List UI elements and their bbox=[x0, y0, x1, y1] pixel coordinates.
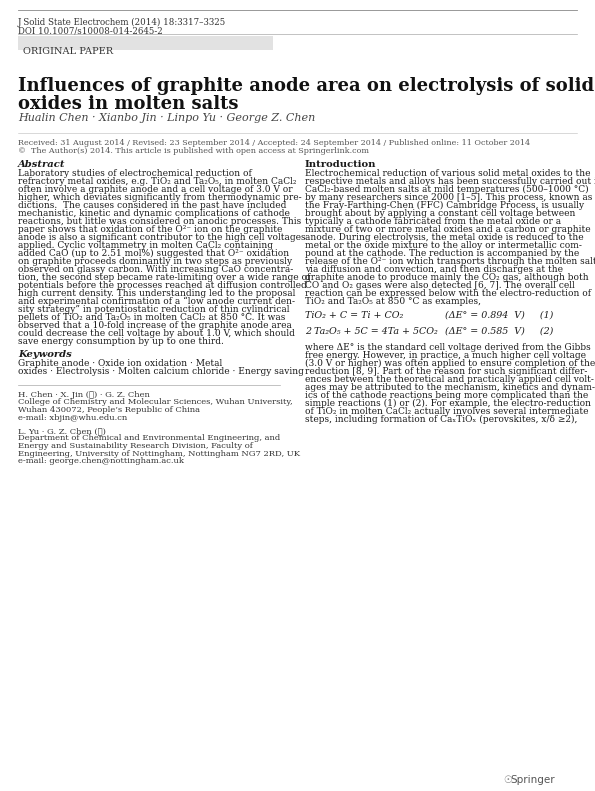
Text: (ΔE° = 0.894  V)     (1): (ΔE° = 0.894 V) (1) bbox=[445, 311, 553, 320]
Text: higher, which deviates significantly from thermodynamic pre-: higher, which deviates significantly fro… bbox=[18, 193, 302, 202]
Text: pellets of TiO₂ and Ta₂O₅ in molten CaCl₂ at 850 °C. It was: pellets of TiO₂ and Ta₂O₅ in molten CaCl… bbox=[18, 313, 286, 322]
Text: ©  The Author(s) 2014. This article is published with open access at Springerlin: © The Author(s) 2014. This article is pu… bbox=[18, 147, 369, 155]
Text: pound at the cathode. The reduction is accompanied by the: pound at the cathode. The reduction is a… bbox=[305, 249, 580, 258]
Text: graphite anode to produce mainly the CO₂ gas, although both: graphite anode to produce mainly the CO₂… bbox=[305, 273, 588, 282]
Text: L. Yu · G. Z. Chen (✉): L. Yu · G. Z. Chen (✉) bbox=[18, 427, 106, 435]
Text: mixture of two or more metal oxides and a carbon or graphite: mixture of two or more metal oxides and … bbox=[305, 225, 591, 234]
Text: free energy. However, in practice, a much higher cell voltage: free energy. However, in practice, a muc… bbox=[305, 351, 586, 360]
Text: Springer: Springer bbox=[511, 775, 555, 785]
Text: by many researchers since 2000 [1–5]. This process, known as: by many researchers since 2000 [1–5]. Th… bbox=[305, 193, 593, 202]
Text: ORIGINAL PAPER: ORIGINAL PAPER bbox=[23, 47, 113, 56]
Text: sity strategy” in potentiostatic reduction of thin cylindrical: sity strategy” in potentiostatic reducti… bbox=[18, 305, 290, 314]
Text: oxides in molten salts: oxides in molten salts bbox=[18, 95, 239, 113]
Text: release of the O²⁻ ion which transports through the molten salt: release of the O²⁻ ion which transports … bbox=[305, 257, 595, 266]
Text: Abstract: Abstract bbox=[18, 160, 65, 169]
Text: could decrease the cell voltage by about 1.0 V, which should: could decrease the cell voltage by about… bbox=[18, 329, 295, 338]
Text: Energy and Sustainability Research Division, Faculty of: Energy and Sustainability Research Divis… bbox=[18, 442, 253, 450]
Text: anode is also a significant contributor to the high cell voltages: anode is also a significant contributor … bbox=[18, 233, 306, 242]
Text: added CaO (up to 2.51 mol%) suggested that O²⁻ oxidation: added CaO (up to 2.51 mol%) suggested th… bbox=[18, 249, 289, 258]
Text: e-mail: george.chen@nottingham.ac.uk: e-mail: george.chen@nottingham.ac.uk bbox=[18, 457, 184, 465]
Text: Laboratory studies of electrochemical reduction of: Laboratory studies of electrochemical re… bbox=[18, 169, 252, 178]
Text: Influences of graphite anode area on electrolysis of solid metal: Influences of graphite anode area on ele… bbox=[18, 77, 595, 95]
Text: (ΔE° = 0.585  V)     (2): (ΔE° = 0.585 V) (2) bbox=[445, 327, 553, 336]
Text: applied. Cyclic voltammetry in molten CaCl₂ containing: applied. Cyclic voltammetry in molten Ca… bbox=[18, 241, 273, 250]
Text: Keywords: Keywords bbox=[18, 350, 72, 359]
Text: reactions, but little was considered on anodic processes. This: reactions, but little was considered on … bbox=[18, 217, 301, 226]
Text: dictions.  The causes considered in the past have included: dictions. The causes considered in the p… bbox=[18, 201, 286, 210]
Text: e-mail: xbjin@whu.edu.cn: e-mail: xbjin@whu.edu.cn bbox=[18, 414, 127, 422]
Text: the Fray-Farthing-Chen (FFC) Cambridge Process, is usually: the Fray-Farthing-Chen (FFC) Cambridge P… bbox=[305, 201, 584, 210]
Text: ☉: ☉ bbox=[503, 775, 512, 785]
Text: College of Chemistry and Molecular Sciences, Wuhan University,: College of Chemistry and Molecular Scien… bbox=[18, 399, 293, 407]
Text: steps, including formation of CaₓTiOₓ (perovskites, x/δ ≥2),: steps, including formation of CaₓTiOₓ (p… bbox=[305, 415, 577, 424]
Text: typically a cathode fabricated from the metal oxide or a: typically a cathode fabricated from the … bbox=[305, 217, 561, 226]
Text: high current density. This understanding led to the proposal: high current density. This understanding… bbox=[18, 289, 295, 298]
Text: TiO₂ + C = Ti + CO₂: TiO₂ + C = Ti + CO₂ bbox=[305, 311, 403, 320]
Bar bbox=[18, 36, 273, 50]
Text: 2 Ta₂O₅ + 5C = 4Ta + 5CO₂: 2 Ta₂O₅ + 5C = 4Ta + 5CO₂ bbox=[305, 327, 438, 336]
Text: J Solid State Electrochem (2014) 18:3317–3325: J Solid State Electrochem (2014) 18:3317… bbox=[18, 18, 226, 27]
Text: and experimental confirmation of a “low anode current den-: and experimental confirmation of a “low … bbox=[18, 297, 295, 306]
Text: Wuhan 430072, People’s Republic of China: Wuhan 430072, People’s Republic of China bbox=[18, 406, 200, 414]
Text: mechanistic, kinetic and dynamic complications of cathode: mechanistic, kinetic and dynamic complic… bbox=[18, 209, 290, 218]
Text: Received: 31 August 2014 / Revised: 23 September 2014 / Accepted: 24 September 2: Received: 31 August 2014 / Revised: 23 S… bbox=[18, 139, 530, 147]
Text: ages may be attributed to the mechanism, kinetics and dynam-: ages may be attributed to the mechanism,… bbox=[305, 383, 595, 392]
Text: paper shows that oxidation of the O²⁻ ion on the graphite: paper shows that oxidation of the O²⁻ io… bbox=[18, 225, 283, 234]
Text: where ΔE° is the standard cell voltage derived from the Gibbs: where ΔE° is the standard cell voltage d… bbox=[305, 343, 591, 352]
Text: anode. During electrolysis, the metal oxide is reduced to the: anode. During electrolysis, the metal ox… bbox=[305, 233, 584, 242]
Text: Introduction: Introduction bbox=[305, 160, 377, 169]
Text: reaction can be expressed below with the electro-reduction of: reaction can be expressed below with the… bbox=[305, 289, 591, 298]
Text: Hualin Chen · Xianbo Jin · Linpo Yu · George Z. Chen: Hualin Chen · Xianbo Jin · Linpo Yu · Ge… bbox=[18, 113, 315, 123]
Text: often involve a graphite anode and a cell voltage of 3.0 V or: often involve a graphite anode and a cel… bbox=[18, 185, 293, 194]
Text: H. Chen · X. Jin (✉) · G. Z. Chen: H. Chen · X. Jin (✉) · G. Z. Chen bbox=[18, 391, 150, 399]
Text: observed that a 10-fold increase of the graphite anode area: observed that a 10-fold increase of the … bbox=[18, 321, 292, 330]
Text: ics of the cathode reactions being more complicated than the: ics of the cathode reactions being more … bbox=[305, 391, 588, 400]
Text: tion, the second step became rate-limiting over a wide range of: tion, the second step became rate-limiti… bbox=[18, 273, 310, 282]
Text: Graphite anode · Oxide ion oxidation · Metal: Graphite anode · Oxide ion oxidation · M… bbox=[18, 359, 223, 368]
Text: CO and O₂ gases were also detected [6, 7]. The overall cell: CO and O₂ gases were also detected [6, 7… bbox=[305, 281, 575, 290]
Text: CaCl₂-based molten salts at mild temperatures (500–1000 °C): CaCl₂-based molten salts at mild tempera… bbox=[305, 185, 588, 194]
Text: observed on glassy carbon. With increasing CaO concentra-: observed on glassy carbon. With increasi… bbox=[18, 265, 293, 274]
Text: ences between the theoretical and practically applied cell volt-: ences between the theoretical and practi… bbox=[305, 375, 594, 384]
Text: respective metals and alloys has been successfully carried out in: respective metals and alloys has been su… bbox=[305, 177, 595, 186]
Text: potentials before the processes reached at diffusion controlled: potentials before the processes reached … bbox=[18, 281, 307, 290]
Text: save energy consumption by up to one third.: save energy consumption by up to one thi… bbox=[18, 337, 224, 346]
Text: DOI 10.1007/s10008-014-2645-2: DOI 10.1007/s10008-014-2645-2 bbox=[18, 27, 163, 36]
Text: on graphite proceeds dominantly in two steps as previously: on graphite proceeds dominantly in two s… bbox=[18, 257, 292, 266]
Text: metal or the oxide mixture to the alloy or intermetallic com-: metal or the oxide mixture to the alloy … bbox=[305, 241, 582, 250]
Text: Engineering, University of Nottingham, Nottingham NG7 2RD, UK: Engineering, University of Nottingham, N… bbox=[18, 449, 300, 457]
Text: brought about by applying a constant cell voltage between: brought about by applying a constant cel… bbox=[305, 209, 575, 218]
Text: Electrochemical reduction of various solid metal oxides to the: Electrochemical reduction of various sol… bbox=[305, 169, 590, 178]
Text: refractory metal oxides, e.g. TiO₂ and Ta₂O₅, in molten CaCl₂: refractory metal oxides, e.g. TiO₂ and T… bbox=[18, 177, 296, 186]
Text: simple reactions (1) or (2). For example, the electro-reduction: simple reactions (1) or (2). For example… bbox=[305, 399, 591, 408]
Text: reduction [8, 9]. Part of the reason for such significant differ-: reduction [8, 9]. Part of the reason for… bbox=[305, 367, 587, 376]
Text: of TiO₂ in molten CaCl₂ actually involves several intermediate: of TiO₂ in molten CaCl₂ actually involve… bbox=[305, 407, 588, 416]
Text: via diffusion and convection, and then discharges at the: via diffusion and convection, and then d… bbox=[305, 265, 563, 274]
Text: oxides · Electrolysis · Molten calcium chloride · Energy saving: oxides · Electrolysis · Molten calcium c… bbox=[18, 367, 304, 376]
Text: Department of Chemical and Environmental Engineering, and: Department of Chemical and Environmental… bbox=[18, 434, 280, 442]
Text: TiO₂ and Ta₂O₅ at 850 °C as examples,: TiO₂ and Ta₂O₅ at 850 °C as examples, bbox=[305, 297, 481, 306]
Text: (3.0 V or higher) was often applied to ensure completion of the: (3.0 V or higher) was often applied to e… bbox=[305, 359, 595, 368]
